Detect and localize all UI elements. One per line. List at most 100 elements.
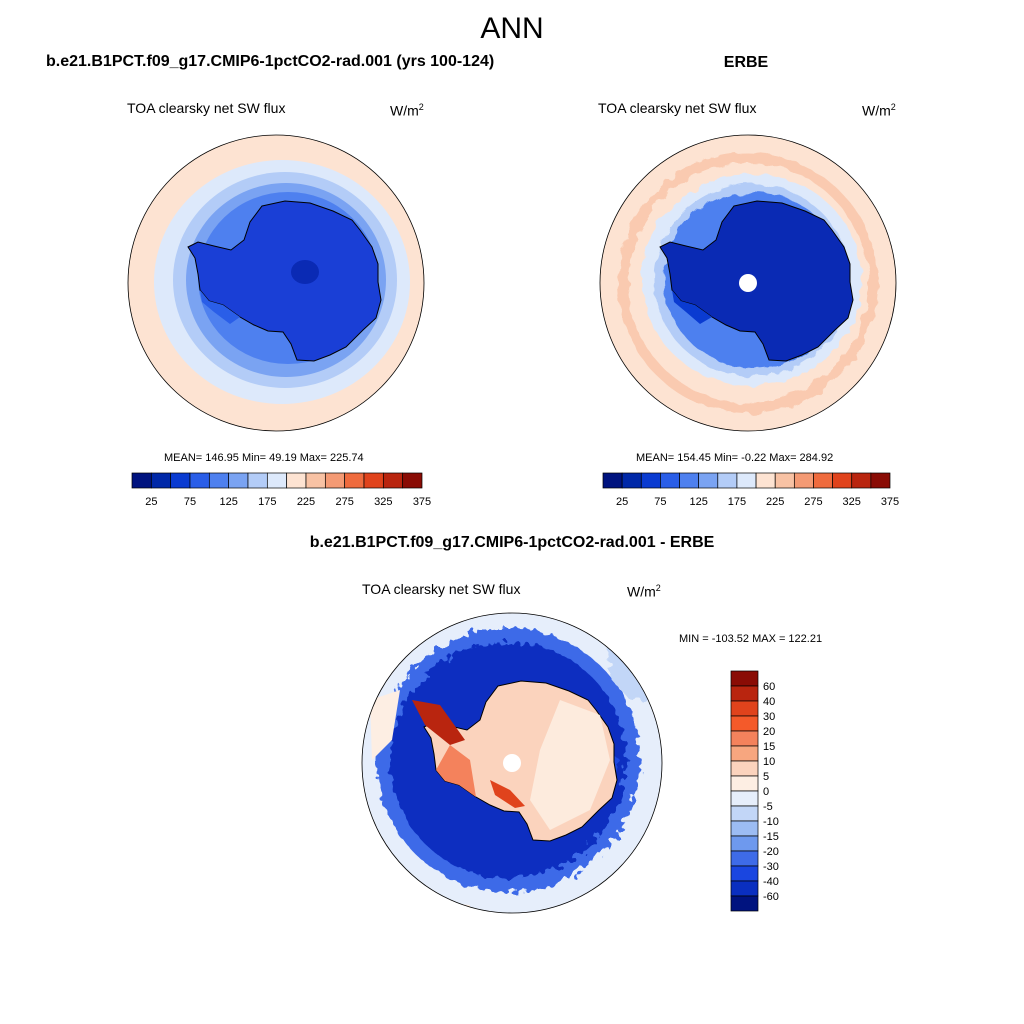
- diff-colorbar-swatch: [730, 880, 759, 897]
- diff-colorbar-swatch: [730, 790, 759, 807]
- obs-colorbar-swatch: [870, 472, 891, 489]
- model-colorbar-swatch: [402, 472, 423, 489]
- obs-stats: MEAN= 154.45 Min= -0.22 Max= 284.92: [636, 452, 834, 464]
- diff-colorbar-swatch: [730, 685, 759, 702]
- obs-colorbar-tick-label: 25: [616, 496, 628, 508]
- diff-units-label: W/m2: [627, 583, 661, 600]
- obs-colorbar-swatch: [698, 472, 719, 489]
- model-map-border: [127, 134, 425, 432]
- diff-variable-label: TOA clearsky net SW flux: [362, 581, 521, 597]
- diff-colorbar-swatch: [730, 715, 759, 732]
- model-colorbar-swatch: [170, 472, 191, 489]
- diff-colorbar-swatch: [730, 835, 759, 852]
- diff-polar-map: [362, 613, 662, 913]
- diff-colorbar-swatch: [730, 730, 759, 747]
- main-title: ANN: [480, 12, 544, 45]
- diff-colorbar-tick-label: -60: [763, 891, 779, 903]
- model-polar-map: [128, 135, 424, 431]
- model-colorbar-swatch: [305, 472, 326, 489]
- diff-colorbar-swatch: [730, 895, 759, 912]
- diff-colorbar-tick-label: 60: [763, 681, 775, 693]
- diff-colorbar-swatch: [730, 760, 759, 777]
- diff-colorbar-swatch: [730, 820, 759, 837]
- diff-case-title: b.e21.B1PCT.f09_g17.CMIP6-1pctCO2-rad.00…: [309, 534, 715, 551]
- obs-variable-label: TOA clearsky net SW flux: [598, 100, 757, 116]
- obs-colorbar-tick-label: 375: [881, 496, 899, 508]
- diff-colorbar-tick-label: -40: [763, 876, 779, 888]
- model-colorbar-swatch: [324, 472, 346, 489]
- diff-colorbar-tick-label: 0: [763, 786, 769, 798]
- model-colorbar-swatch: [266, 472, 288, 489]
- model-colorbar-swatch: [228, 472, 249, 489]
- obs-colorbar-swatch: [679, 472, 700, 489]
- obs-colorbar-tick-label: 175: [728, 496, 746, 508]
- model-colorbar-tick-label: 125: [219, 496, 237, 508]
- obs-colorbar-swatch: [832, 472, 853, 489]
- diff-colorbar-tick-label: 30: [763, 711, 775, 723]
- model-antarctica-contour: [187, 200, 382, 362]
- model-colorbar-swatch: [189, 472, 210, 489]
- diff-colorbar-tick-label: -5: [763, 801, 773, 813]
- diff-colorbar-swatch: [730, 745, 759, 762]
- model-colorbar-swatch: [286, 472, 307, 489]
- diff-map-border: [361, 612, 663, 914]
- diff-colorbar-tick-label: -15: [763, 831, 779, 843]
- obs-colorbar-swatch: [793, 472, 814, 489]
- obs-colorbar-swatch: [717, 472, 738, 489]
- obs-colorbar-tick-label: 125: [689, 496, 707, 508]
- model-variable-label: TOA clearsky net SW flux: [127, 100, 286, 116]
- obs-map-border: [599, 134, 897, 432]
- model-stats: MEAN= 146.95 Min= 49.19 Max= 225.74: [164, 452, 364, 464]
- model-colorbar-swatch: [247, 472, 268, 489]
- obs-colorbar-swatch: [851, 472, 872, 489]
- model-colorbar-swatch: [344, 472, 365, 489]
- model-units-label: W/m2: [390, 102, 424, 119]
- model-colorbar-swatch: [363, 472, 384, 489]
- obs-colorbar-tick-label: 75: [654, 496, 666, 508]
- obs-units-label: W/m2: [862, 102, 896, 119]
- obs-colorbar-swatch: [621, 472, 642, 489]
- obs-colorbar-swatch: [774, 472, 795, 489]
- diff-colorbar: 60 40 30 20 15 10 5 0 -5 -10 -15 -20 -30 -40 -60: [730, 670, 779, 912]
- model-case-title: b.e21.B1PCT.f09_g17.CMIP6-1pctCO2-rad.00…: [46, 53, 495, 70]
- model-colorbar-swatch: [150, 472, 172, 489]
- obs-colorbar-tick-label: 275: [804, 496, 822, 508]
- diff-colorbar-tick-label: 40: [763, 696, 775, 708]
- model-colorbar-swatch: [131, 472, 152, 489]
- diff-colorbar-swatch: [730, 805, 759, 822]
- obs-colorbar-swatch: [660, 472, 680, 489]
- diff-colorbar-tick-label: 5: [763, 771, 769, 783]
- obs-colorbar-swatch: [755, 472, 776, 489]
- diff-colorbar-tick-label: 10: [763, 756, 775, 768]
- diff-colorbar-tick-label: -10: [763, 816, 779, 828]
- diff-colorbar-tick-label: -30: [763, 861, 779, 873]
- model-colorbar: 25 75 125 175 225 275 325 375: [131, 472, 431, 508]
- obs-polar-map: [600, 135, 896, 431]
- obs-case-title: ERBE: [723, 54, 769, 71]
- model-colorbar-tick-label: 225: [297, 496, 315, 508]
- obs-colorbar-swatch: [736, 472, 757, 489]
- diff-colorbar-swatch: [730, 670, 759, 687]
- diff-colorbar-tick-label: 20: [763, 726, 775, 738]
- model-colorbar-swatch: [382, 472, 404, 489]
- obs-colorbar-swatch: [640, 472, 661, 489]
- model-colorbar-tick-label: 25: [145, 496, 157, 508]
- model-colorbar-swatch: [208, 472, 230, 489]
- model-colorbar-tick-label: 175: [258, 496, 276, 508]
- obs-colorbar-swatch: [602, 472, 623, 489]
- obs-colorbar-tick-label: 225: [766, 496, 784, 508]
- model-colorbar-tick-label: 375: [413, 496, 431, 508]
- model-colorbar-tick-label: 275: [335, 496, 353, 508]
- diff-colorbar-swatch: [730, 850, 759, 867]
- diff-colorbar-tick-label: -20: [763, 846, 779, 858]
- diff-colorbar-swatch: [730, 700, 759, 717]
- model-colorbar-tick-label: 75: [184, 496, 196, 508]
- diff-minmax: MIN = -103.52 MAX = 122.21: [679, 633, 823, 645]
- obs-colorbar-swatch: [813, 472, 833, 489]
- model-colorbar-tick-label: 325: [374, 496, 392, 508]
- obs-colorbar: 25 75 125 175 225 275 325 375: [602, 472, 899, 508]
- diff-colorbar-swatch: [730, 775, 759, 792]
- obs-colorbar-tick-label: 325: [843, 496, 861, 508]
- diff-colorbar-tick-label: 15: [763, 741, 775, 753]
